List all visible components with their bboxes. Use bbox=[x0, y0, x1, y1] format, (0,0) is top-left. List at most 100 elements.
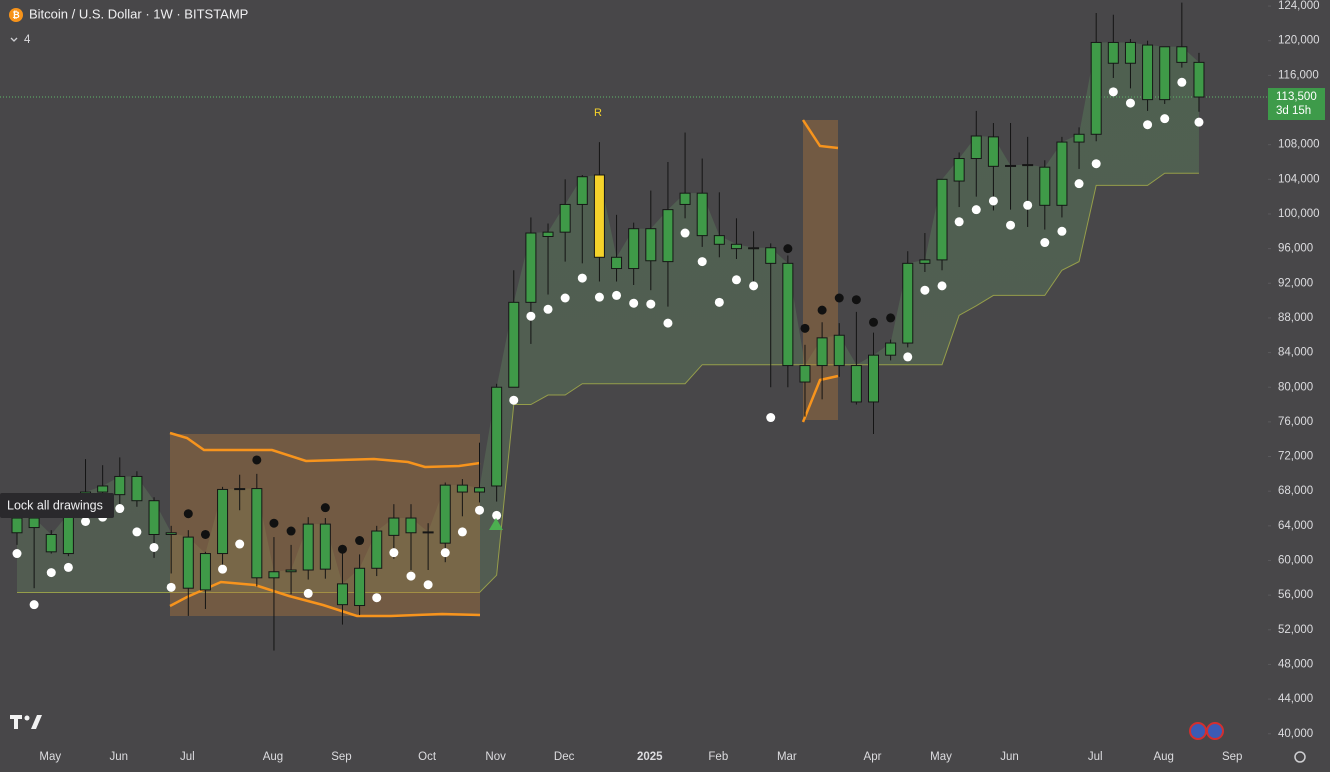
candle-body bbox=[611, 256, 623, 270]
white-dot bbox=[971, 205, 981, 215]
candle-body bbox=[730, 243, 742, 250]
white-dot bbox=[149, 542, 159, 552]
white-dot bbox=[423, 580, 433, 590]
white-dot bbox=[235, 539, 245, 549]
white-dot bbox=[115, 504, 125, 514]
candle-body bbox=[816, 337, 828, 367]
y-tick-label: 72,000 bbox=[1278, 451, 1313, 463]
y-tick-label: 64,000 bbox=[1278, 520, 1313, 532]
range-top bbox=[169, 431, 481, 469]
white-dot bbox=[1091, 159, 1101, 169]
candle-body bbox=[645, 228, 657, 262]
white-dot bbox=[612, 290, 622, 300]
trend-fill bbox=[17, 42, 1199, 593]
candle-body bbox=[1193, 61, 1205, 98]
white-dot bbox=[714, 297, 724, 307]
candle-body bbox=[593, 174, 605, 258]
candle-body bbox=[456, 484, 468, 493]
y-tick-label: 40,000 bbox=[1278, 728, 1313, 740]
black-dot bbox=[252, 455, 262, 465]
event-flag[interactable] bbox=[1206, 722, 1224, 740]
candle-body bbox=[1005, 164, 1017, 167]
logo[interactable] bbox=[10, 715, 42, 729]
white-dot bbox=[1143, 120, 1153, 130]
white-dot bbox=[132, 527, 142, 537]
candle-body bbox=[319, 523, 331, 570]
black-dot bbox=[183, 509, 193, 519]
x-tick-label: May bbox=[930, 751, 952, 763]
white-dot bbox=[903, 352, 913, 362]
candle-body bbox=[1056, 141, 1068, 206]
price-tag bbox=[1268, 88, 1325, 121]
x-tick-label: Jul bbox=[180, 751, 195, 763]
candle-body bbox=[1090, 41, 1102, 135]
candle-body bbox=[1159, 46, 1171, 101]
candle-body bbox=[234, 488, 246, 491]
x-tick-label: Jul bbox=[1088, 751, 1103, 763]
candle-body bbox=[182, 536, 194, 589]
coin-glyph: ₿ bbox=[12, 10, 19, 20]
white-dot bbox=[1040, 238, 1050, 248]
white-dot bbox=[731, 275, 741, 285]
y-tick-label: 104,000 bbox=[1278, 173, 1320, 185]
tooltip-box bbox=[0, 493, 114, 518]
candle-body bbox=[748, 247, 760, 250]
white-dot bbox=[1160, 114, 1170, 124]
candle-body bbox=[628, 228, 640, 270]
y-tick-label: 60,000 bbox=[1278, 555, 1313, 567]
plot-underlay bbox=[0, 42, 1268, 594]
y-tick-label: 124,000 bbox=[1278, 0, 1320, 12]
x-tick-label: Mar bbox=[777, 751, 797, 763]
candle-body bbox=[559, 203, 571, 233]
black-dot bbox=[200, 529, 210, 539]
black-dot bbox=[269, 518, 279, 528]
white-dot bbox=[1108, 87, 1118, 97]
candle-body bbox=[1176, 46, 1188, 63]
black-dot bbox=[337, 544, 347, 554]
axes: 40,000 44,000 48,000 52,000 56,000 60,000 64,0… bbox=[39, 0, 1325, 763]
x-tick-label: Oct bbox=[418, 751, 437, 763]
x-tick-label: Dec bbox=[554, 751, 575, 763]
white-dot bbox=[218, 564, 228, 574]
white-dot bbox=[766, 413, 776, 423]
coin-icon bbox=[9, 8, 23, 22]
candle-body bbox=[11, 517, 23, 534]
candle-body bbox=[833, 334, 845, 367]
settings-icon[interactable] bbox=[1294, 751, 1306, 763]
y-tick-label: 108,000 bbox=[1278, 139, 1320, 151]
candle-body bbox=[713, 235, 725, 245]
y-tick-label: 88,000 bbox=[1278, 312, 1313, 324]
plot bbox=[11, 2, 1205, 651]
candle-body bbox=[1142, 44, 1154, 101]
candle-body bbox=[62, 513, 74, 555]
white-dot bbox=[509, 395, 519, 405]
white-dot bbox=[166, 582, 176, 592]
white-dot bbox=[629, 298, 639, 308]
candle-body bbox=[491, 386, 503, 487]
y-tick-label: 84,000 bbox=[1278, 347, 1313, 359]
white-dot bbox=[1194, 117, 1204, 127]
candle-body bbox=[165, 532, 177, 535]
range-top bbox=[801, 119, 839, 150]
candle-body bbox=[268, 571, 280, 579]
x-tick-label: Feb bbox=[708, 751, 728, 763]
white-dot bbox=[29, 600, 39, 610]
white-dot bbox=[1177, 77, 1187, 87]
black-dot bbox=[355, 536, 365, 546]
candle-body bbox=[28, 517, 40, 529]
indicator-count[interactable]: 4 bbox=[24, 34, 31, 46]
white-dot bbox=[749, 281, 759, 291]
event-flag[interactable] bbox=[1189, 722, 1207, 740]
white-dot bbox=[560, 293, 570, 303]
candle-body bbox=[1039, 166, 1051, 206]
support-line bbox=[17, 172, 1199, 594]
candle-body bbox=[868, 354, 879, 403]
signal-label: R bbox=[594, 107, 602, 119]
candle-body bbox=[336, 583, 348, 606]
x-tick-label: Apr bbox=[864, 751, 882, 763]
white-dot bbox=[954, 217, 964, 227]
candle-body bbox=[679, 192, 691, 205]
candle-body bbox=[508, 301, 520, 388]
black-dot bbox=[800, 323, 810, 333]
collapse-chevron[interactable] bbox=[10, 37, 18, 42]
